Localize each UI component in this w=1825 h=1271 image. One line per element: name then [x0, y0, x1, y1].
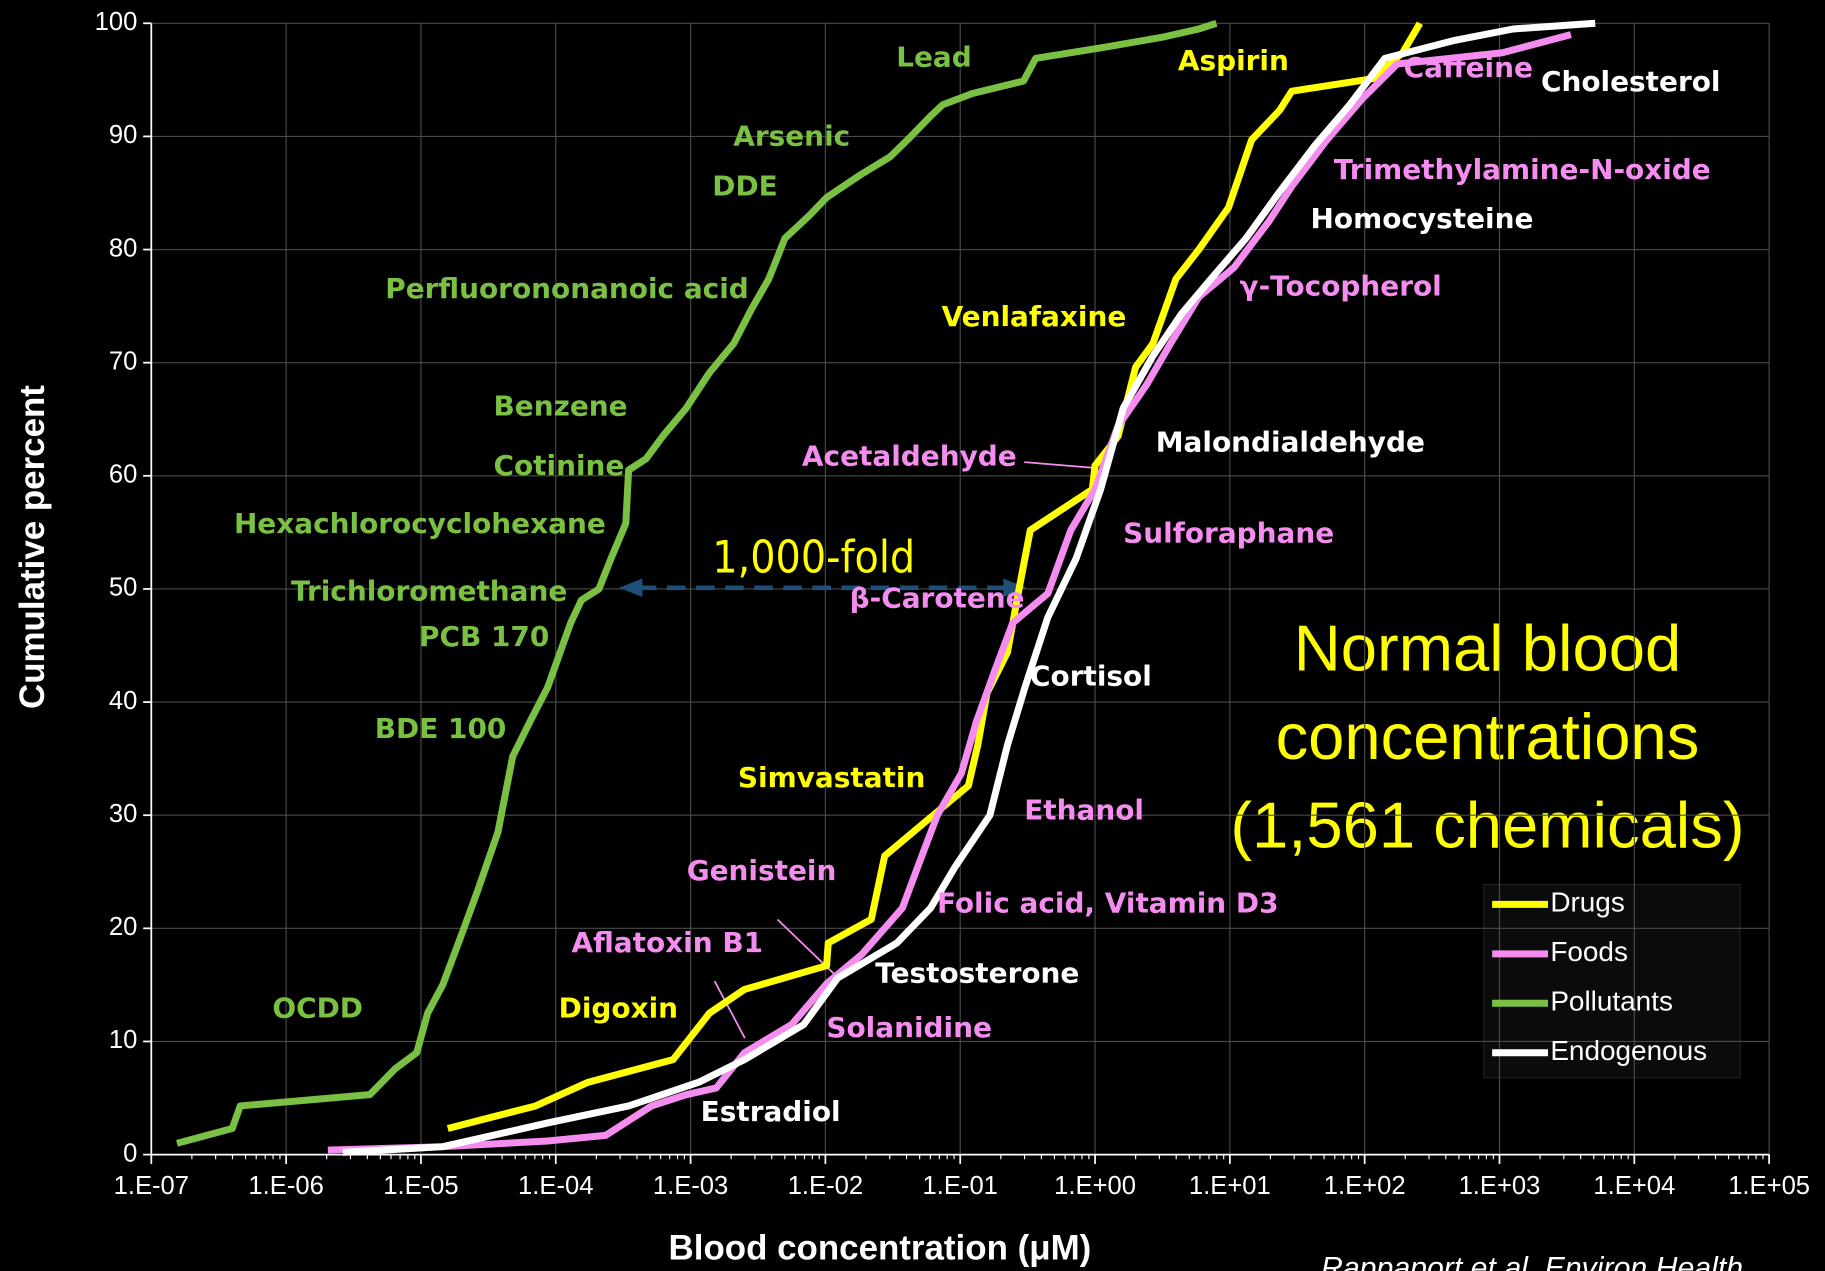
legend-label: Drugs: [1550, 887, 1624, 918]
x-tick-label: 1.E+00: [1054, 1172, 1136, 1200]
annotation: Venlafaxine: [942, 300, 1127, 333]
x-tick-label: 1.E-06: [248, 1172, 323, 1200]
annotation: Lead: [896, 40, 972, 73]
annotation: Folic acid, Vitamin D3: [937, 887, 1279, 920]
x-tick-label: 1.E-02: [788, 1172, 863, 1200]
annotation: Digoxin: [559, 991, 678, 1024]
annotation: Testosterone: [875, 956, 1079, 989]
annotation: Cotinine: [493, 449, 624, 482]
x-tick-label: 1.E-05: [383, 1172, 458, 1200]
leader-line: [713, 980, 746, 1039]
annotation: Cholesterol: [1541, 65, 1720, 98]
leader-line: [1024, 461, 1095, 469]
y-tick-label: 70: [109, 347, 137, 375]
annotation: γ-Tocopherol: [1240, 270, 1442, 303]
headline: Normal blood: [1294, 611, 1682, 684]
series-line: [342, 19, 1596, 1156]
legend-box: [1483, 883, 1741, 1079]
legend-label: Pollutants: [1550, 986, 1673, 1017]
y-tick-label: 90: [109, 121, 137, 149]
annotation: Ethanol: [1024, 793, 1144, 826]
x-tick-label: 1.E-07: [114, 1172, 189, 1200]
x-tick-label: 1.E+05: [1728, 1172, 1810, 1200]
annotation: DDE: [712, 170, 777, 203]
legend-label: Foods: [1550, 936, 1628, 967]
annotation: Hexachlorocyclohexane: [234, 507, 606, 540]
y-tick-label: 60: [109, 461, 137, 489]
annotation: Perfluorononanoic acid: [385, 272, 749, 305]
source: Rappaport et al. Environ Health: [1321, 1252, 1743, 1271]
x-tick-label: 1.E-01: [923, 1172, 998, 1200]
x-tick-label: 1.E+01: [1189, 1172, 1271, 1200]
x-tick-label: 1.E+03: [1459, 1172, 1541, 1200]
annotation: Solanidine: [826, 1011, 992, 1044]
x-tick-label: 1.E+04: [1593, 1172, 1675, 1200]
annotation: Aflatoxin B1: [571, 926, 763, 959]
annotation: Estradiol: [701, 1095, 841, 1128]
annotation: OCDD: [272, 991, 363, 1024]
arrow-head: [1003, 578, 1027, 598]
annotation: BDE 100: [375, 712, 507, 745]
annotation: Homocysteine: [1311, 202, 1534, 235]
annotation: Genistein: [687, 854, 837, 887]
annotation: Simvastatin: [738, 761, 925, 794]
x-axis-title: Blood concentration (μM): [669, 1228, 1092, 1267]
series-line: [327, 31, 1572, 1154]
y-tick-label: 50: [109, 574, 137, 602]
annotation: Trimethylamine-N-oxide: [1334, 153, 1711, 186]
annotation: Sulforaphane: [1123, 516, 1334, 549]
y-tick-label: 80: [109, 234, 137, 262]
y-tick-label: 30: [109, 800, 137, 828]
annotation: Aspirin: [1178, 44, 1289, 77]
annotation: Trichloromethane: [291, 575, 567, 608]
x-tick-label: 1.E+02: [1324, 1172, 1406, 1200]
headline: (1,561 chemicals): [1230, 788, 1744, 861]
y-tick-label: 100: [95, 8, 138, 36]
y-tick-label: 10: [109, 1026, 137, 1054]
x-tick-label: 1.E-03: [653, 1172, 728, 1200]
y-axis-title: Cumulative percent: [13, 385, 52, 709]
headline: concentrations: [1276, 700, 1700, 773]
y-tick-label: 40: [109, 687, 137, 715]
annotation: Acetaldehyde: [802, 440, 1017, 473]
annotation: β-Carotene: [850, 582, 1025, 615]
x-tick-label: 1.E-04: [518, 1172, 593, 1200]
annotation: Malondialdehyde: [1156, 426, 1425, 459]
annotation: Benzene: [493, 390, 627, 423]
fold-label: 1,000-fold: [712, 533, 915, 584]
annotation: PCB 170: [419, 620, 549, 653]
series-line: [176, 19, 1218, 1147]
series-line: [446, 21, 1423, 1132]
y-tick-label: 0: [123, 1139, 137, 1167]
arrow-head: [619, 578, 643, 598]
annotation: Caffeine: [1404, 51, 1533, 84]
legend-label: Endogenous: [1550, 1035, 1707, 1066]
y-tick-label: 20: [109, 913, 137, 941]
annotation: Cortisol: [1030, 660, 1152, 693]
annotation: Arsenic: [733, 119, 850, 152]
